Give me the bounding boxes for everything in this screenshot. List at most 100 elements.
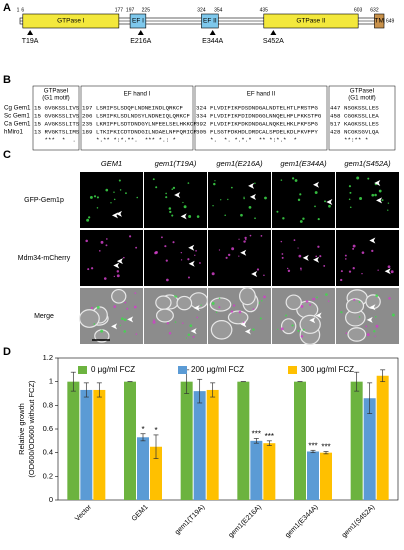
signal-dot [358, 301, 361, 303]
domain [201, 13, 219, 29]
signal-dot [260, 235, 263, 237]
column-header: gem1(T19A) [155, 159, 197, 168]
signal-dot [352, 247, 355, 250]
signal-dot [96, 207, 99, 209]
signal-dot [124, 301, 127, 304]
signal-dot [187, 333, 191, 336]
y-axis-label: Relative growth [17, 403, 26, 455]
signal-dot [215, 311, 218, 313]
signal-dot [166, 278, 169, 282]
signal-dot [194, 254, 196, 256]
signal-dot [113, 275, 116, 278]
signal-dot [135, 333, 138, 335]
y-tick-label: 0.4 [43, 448, 53, 457]
mutation-marker [27, 30, 34, 35]
row-label: Mdm34-mCherry [18, 255, 71, 262]
alignment-header: (G1 motif) [42, 95, 70, 102]
sequence: AVGKSSLITS [45, 121, 80, 128]
signal-dot [294, 179, 298, 182]
species-name: hMiro1 [4, 129, 23, 136]
sequence: LSRIFSLSDQFLNDNEINDLQRKCF [96, 105, 183, 112]
signal-dot [367, 177, 370, 180]
significance: *** [308, 441, 317, 450]
signal-dot [308, 303, 311, 306]
legend-label: 0 μg/ml FCZ [91, 365, 135, 374]
signal-dot [340, 270, 343, 273]
micrograph [144, 230, 207, 286]
signal-dot [319, 255, 322, 258]
signal-dot [116, 274, 120, 278]
bar [180, 381, 193, 500]
conservation: *** * . [45, 137, 76, 144]
signal-dot [264, 196, 267, 200]
cell-outline [345, 298, 365, 314]
signal-dot [297, 247, 299, 249]
signal-dot [317, 245, 320, 248]
signal-dot [123, 330, 127, 333]
signal-dot [196, 215, 200, 218]
alignment-header: (G1 motif) [348, 95, 376, 102]
sequence: GVGKSSLIVS [45, 113, 80, 120]
arrowhead [240, 249, 247, 256]
signal-dot [361, 251, 365, 254]
signal-dot [134, 292, 137, 294]
signal-dot [344, 258, 347, 260]
signal-dot [230, 186, 233, 189]
micrograph [80, 230, 143, 286]
signal-dot [224, 214, 226, 216]
sequence: LKRIFFLSDTDNDGYLNFEELSELHKKCF [96, 121, 197, 128]
signal-dot [254, 182, 256, 185]
arrowhead [366, 316, 373, 323]
significance: * [141, 425, 144, 434]
signal-dot [286, 267, 289, 270]
arrowhead [326, 198, 333, 205]
signal-dot [232, 304, 236, 307]
arrowhead [369, 304, 376, 311]
signal-dot [211, 272, 215, 276]
y-tick-label: 1 [49, 377, 53, 386]
signal-dot [243, 197, 245, 200]
sequence: NCGKSGVLQA [344, 129, 379, 136]
arrowhead [251, 270, 258, 277]
signal-dot [98, 250, 101, 252]
signal-dot [126, 307, 129, 310]
signal-dot [287, 269, 291, 273]
signal-dot [100, 329, 104, 333]
bar [320, 452, 332, 500]
signal-dot [387, 265, 391, 269]
signal-dot [348, 185, 352, 188]
signal-dot [244, 236, 247, 240]
domain [374, 13, 385, 29]
domain-label: EF I [132, 18, 144, 25]
signal-dot [305, 300, 309, 303]
arrowhead [248, 182, 255, 189]
plot-frame [57, 357, 399, 501]
arrowhead [190, 328, 197, 335]
signal-dot [123, 256, 125, 259]
signal-dot [136, 196, 139, 199]
signal-dot [200, 304, 202, 306]
signal-dot [252, 328, 255, 331]
panel-label: A [3, 2, 11, 14]
arrowhead [384, 268, 391, 275]
cell-outline [155, 295, 172, 310]
significance: *** [252, 430, 261, 439]
signal-dot [353, 298, 356, 301]
signal-dot [388, 297, 391, 300]
signal-dot [254, 217, 256, 220]
signal-dot [238, 238, 240, 240]
cell-outline [280, 318, 297, 335]
bar [263, 443, 276, 500]
bar [350, 381, 363, 500]
signal-dot [168, 331, 172, 335]
signal-dot [87, 268, 90, 271]
bar [150, 446, 162, 500]
signal-dot [276, 210, 279, 213]
signal-dot [375, 294, 379, 298]
signal-dot [211, 302, 215, 305]
signal-dot [280, 327, 284, 331]
signal-dot [374, 193, 377, 197]
signal-dot [227, 198, 229, 201]
signal-dot [340, 278, 343, 282]
signal-dot [118, 179, 121, 182]
